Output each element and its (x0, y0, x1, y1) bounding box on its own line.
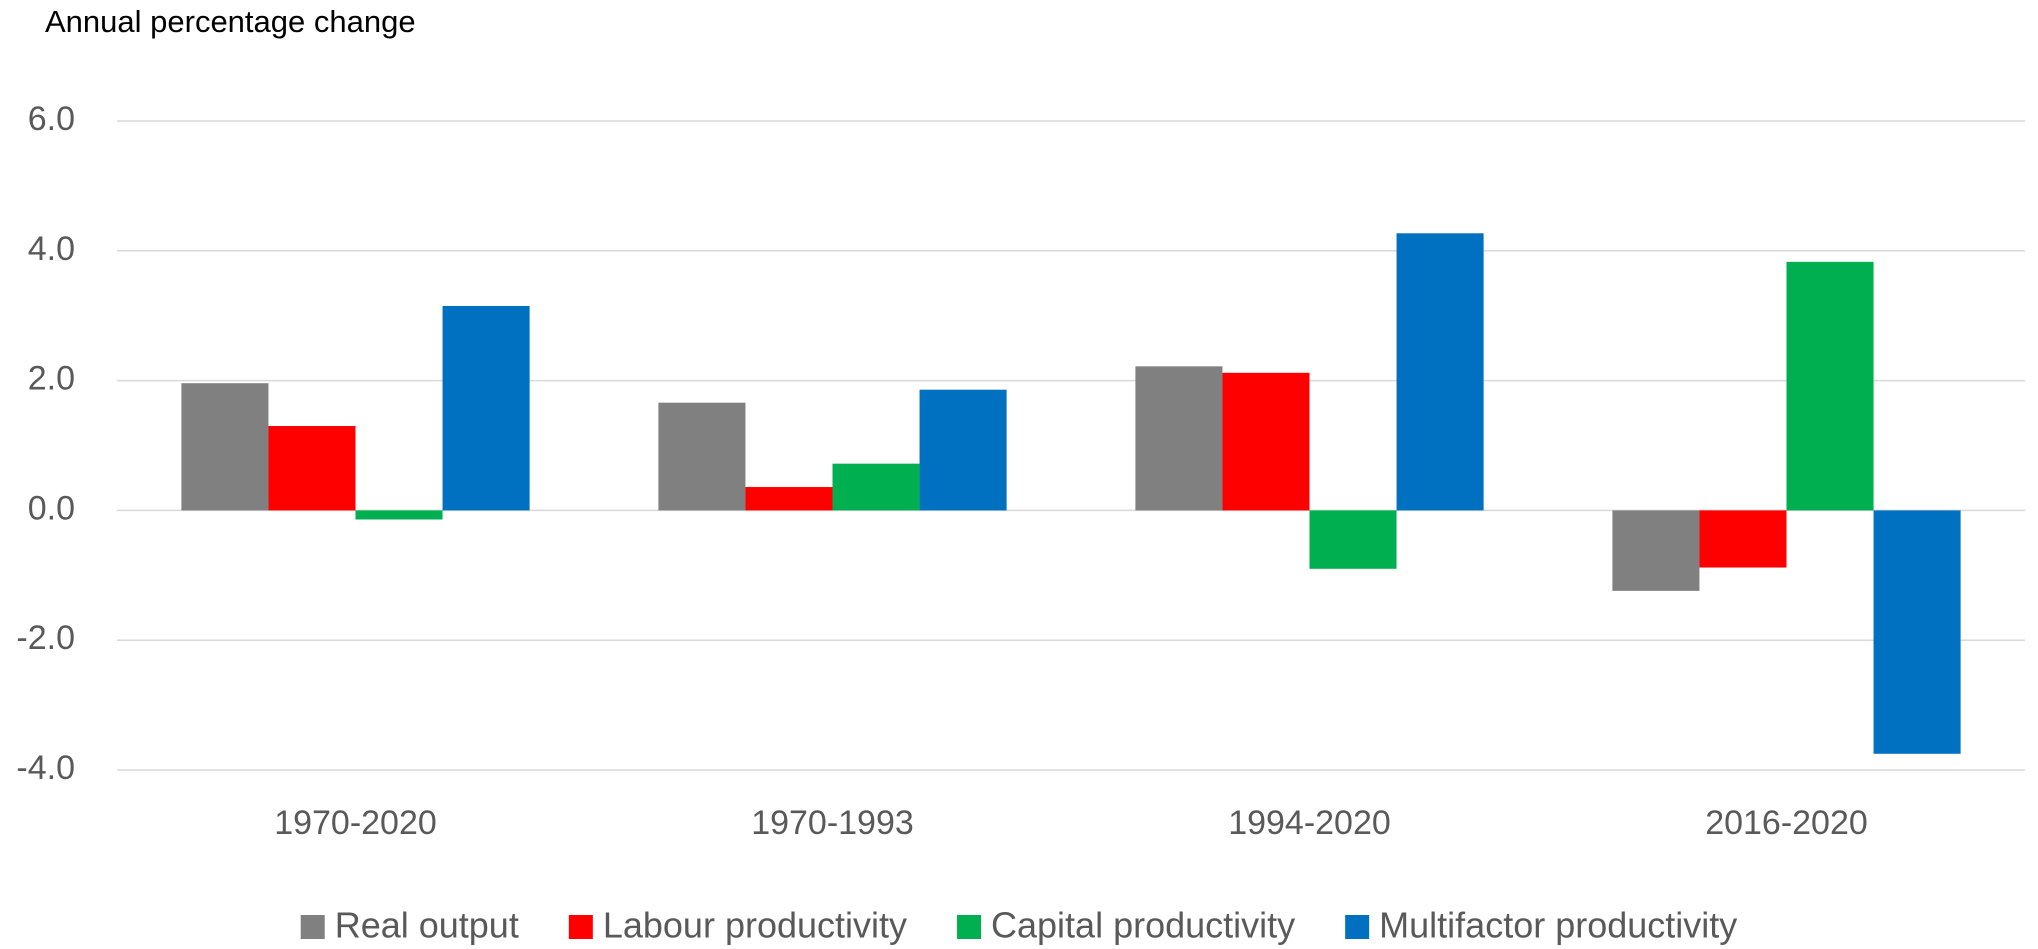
bar (745, 487, 833, 511)
bar (1699, 510, 1787, 568)
bar (442, 305, 530, 511)
bar (1612, 510, 1700, 591)
bar (181, 383, 269, 511)
bar (832, 463, 920, 511)
bar (1396, 233, 1484, 511)
legend-label: Multifactor productivity (1379, 905, 1737, 946)
x-tick-label: 2016-2020 (1705, 804, 1868, 842)
legend-swatch (568, 915, 593, 939)
bar (658, 402, 746, 511)
x-tick-label: 1994-2020 (1228, 804, 1391, 842)
bar (1873, 510, 1961, 754)
bar (919, 389, 1007, 511)
bar (1309, 510, 1397, 569)
x-tick-label: 1970-1993 (751, 804, 914, 842)
legend-label: Real output (335, 905, 519, 946)
legend-swatch (1345, 915, 1370, 939)
y-tick-label: -4.0 (16, 749, 75, 787)
legend-swatch (957, 915, 982, 939)
y-tick-label: 4.0 (28, 230, 75, 268)
y-tick-label: 6.0 (28, 100, 75, 138)
bar (1135, 366, 1223, 511)
legend-label: Capital productivity (991, 905, 1295, 946)
x-tick-label: 1970-2020 (274, 804, 437, 842)
bar (355, 510, 443, 520)
bar (268, 426, 356, 511)
y-tick-label: 2.0 (28, 360, 75, 398)
bar (1786, 261, 1874, 511)
legend-swatch (300, 915, 325, 939)
bar (1222, 372, 1310, 511)
chart-title: Annual percentage change (45, 4, 416, 39)
y-tick-label: 0.0 (28, 489, 75, 527)
y-tick-label: -2.0 (16, 619, 75, 657)
legend-label: Labour productivity (603, 905, 907, 946)
